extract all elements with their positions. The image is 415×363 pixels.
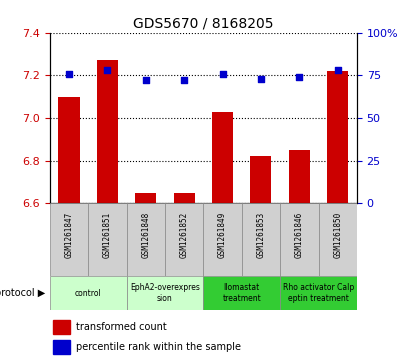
Bar <box>327 71 348 203</box>
Point <box>296 74 303 80</box>
Text: protocol ▶: protocol ▶ <box>0 288 46 298</box>
Bar <box>242 203 280 276</box>
Bar <box>165 203 203 276</box>
Bar <box>50 203 88 276</box>
Text: transformed count: transformed count <box>76 322 167 332</box>
Text: Rho activator Calp
eptin treatment: Rho activator Calp eptin treatment <box>283 284 354 303</box>
Text: GSM1261851: GSM1261851 <box>103 212 112 258</box>
Text: percentile rank within the sample: percentile rank within the sample <box>76 342 241 352</box>
Text: control: control <box>75 289 102 298</box>
Bar <box>289 150 310 203</box>
Text: GSM1261846: GSM1261846 <box>295 212 304 258</box>
Bar <box>280 276 357 310</box>
Bar <box>135 193 156 203</box>
Point <box>104 67 111 73</box>
Text: GSM1261849: GSM1261849 <box>218 212 227 258</box>
Point <box>66 71 72 77</box>
Point <box>181 78 188 83</box>
Bar <box>212 111 233 203</box>
Bar <box>59 97 80 203</box>
Point <box>334 67 341 73</box>
Text: GSM1261850: GSM1261850 <box>333 212 342 258</box>
Text: GSM1261852: GSM1261852 <box>180 212 189 258</box>
Bar <box>53 340 70 354</box>
Bar <box>173 193 195 203</box>
Bar <box>88 203 127 276</box>
Title: GDS5670 / 8168205: GDS5670 / 8168205 <box>133 16 273 30</box>
Text: GSM1261848: GSM1261848 <box>141 212 150 258</box>
Point <box>142 78 149 83</box>
Bar <box>127 276 203 310</box>
Text: GSM1261853: GSM1261853 <box>256 212 266 258</box>
Point <box>258 76 264 82</box>
Bar <box>50 276 127 310</box>
Bar <box>319 203 357 276</box>
Bar <box>53 320 70 334</box>
Bar <box>280 203 318 276</box>
Text: GSM1261847: GSM1261847 <box>64 212 73 258</box>
Point <box>219 71 226 77</box>
Bar <box>127 203 165 276</box>
Bar <box>250 156 271 203</box>
Text: EphA2-overexpres
sion: EphA2-overexpres sion <box>130 284 200 303</box>
Bar <box>203 276 280 310</box>
Bar <box>203 203 242 276</box>
Bar <box>97 60 118 203</box>
Text: Ilomastat
treatment: Ilomastat treatment <box>222 284 261 303</box>
